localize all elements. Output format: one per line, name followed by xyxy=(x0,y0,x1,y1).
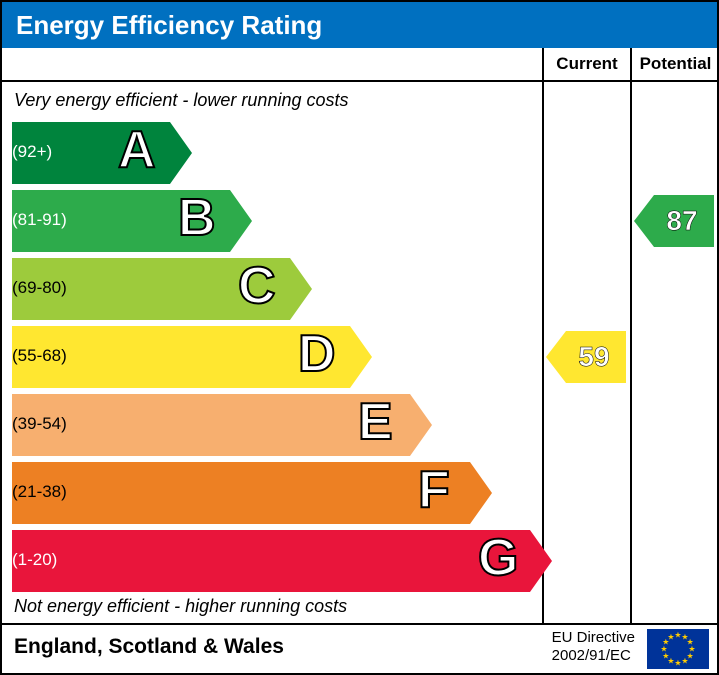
rating-bands: (92+) A (81-91) B (69-80) C (55-68) D (39-54) E (2… xyxy=(2,122,542,598)
column-header-row: Current Potential xyxy=(2,48,717,82)
band-range-label: (69-80) xyxy=(12,278,67,298)
column-header-potential: Potential xyxy=(632,54,719,74)
band-bar xyxy=(12,394,410,456)
band-d: (55-68) D xyxy=(2,326,542,388)
band-letter: E xyxy=(358,392,393,452)
band-range-label: (39-54) xyxy=(12,414,67,434)
band-letter: A xyxy=(118,120,156,180)
epc-chart: Energy Efficiency Rating Current Potenti… xyxy=(0,0,719,675)
band-letter: G xyxy=(478,528,518,588)
band-range-label: (92+) xyxy=(12,142,52,162)
band-b: (81-91) B xyxy=(2,190,542,252)
potential-rating-arrow: 87 xyxy=(654,195,714,247)
eu-directive-line2: 2002/91/EC xyxy=(552,647,635,665)
band-f: (21-38) F xyxy=(2,462,542,524)
region-label: England, Scotland & Wales xyxy=(14,635,284,659)
chart-body: Current Potential Very energy efficient … xyxy=(2,48,717,625)
eu-directive-line1: EU Directive xyxy=(552,629,635,647)
note-top: Very energy efficient - lower running co… xyxy=(14,90,349,111)
band-a: (92+) A xyxy=(2,122,542,184)
potential-rating-value: 87 xyxy=(654,195,714,247)
band-letter: D xyxy=(298,324,336,384)
band-bar xyxy=(12,462,470,524)
footer: England, Scotland & Wales EU Directive 2… xyxy=(2,623,717,673)
band-range-label: (21-38) xyxy=(12,482,67,502)
current-rating-arrow: 59 xyxy=(566,331,626,383)
eu-flag-icon: ★★★★★★★★★★★★ xyxy=(647,629,709,669)
band-letter: C xyxy=(238,256,276,316)
note-bottom: Not energy efficient - higher running co… xyxy=(14,596,347,617)
eu-directive-label: EU Directive 2002/91/EC xyxy=(552,629,635,665)
band-range-label: (1-20) xyxy=(12,550,57,570)
column-divider-potential xyxy=(630,48,632,623)
band-range-label: (81-91) xyxy=(12,210,67,230)
column-header-current: Current xyxy=(544,54,630,74)
band-c: (69-80) C xyxy=(2,258,542,320)
band-e: (39-54) E xyxy=(2,394,542,456)
current-rating-value: 59 xyxy=(566,331,626,383)
band-bar xyxy=(12,530,530,592)
band-letter: F xyxy=(418,460,450,520)
band-letter: B xyxy=(178,188,216,248)
band-range-label: (55-68) xyxy=(12,346,67,366)
chart-title: Energy Efficiency Rating xyxy=(2,2,717,48)
band-g: (1-20) G xyxy=(2,530,542,592)
